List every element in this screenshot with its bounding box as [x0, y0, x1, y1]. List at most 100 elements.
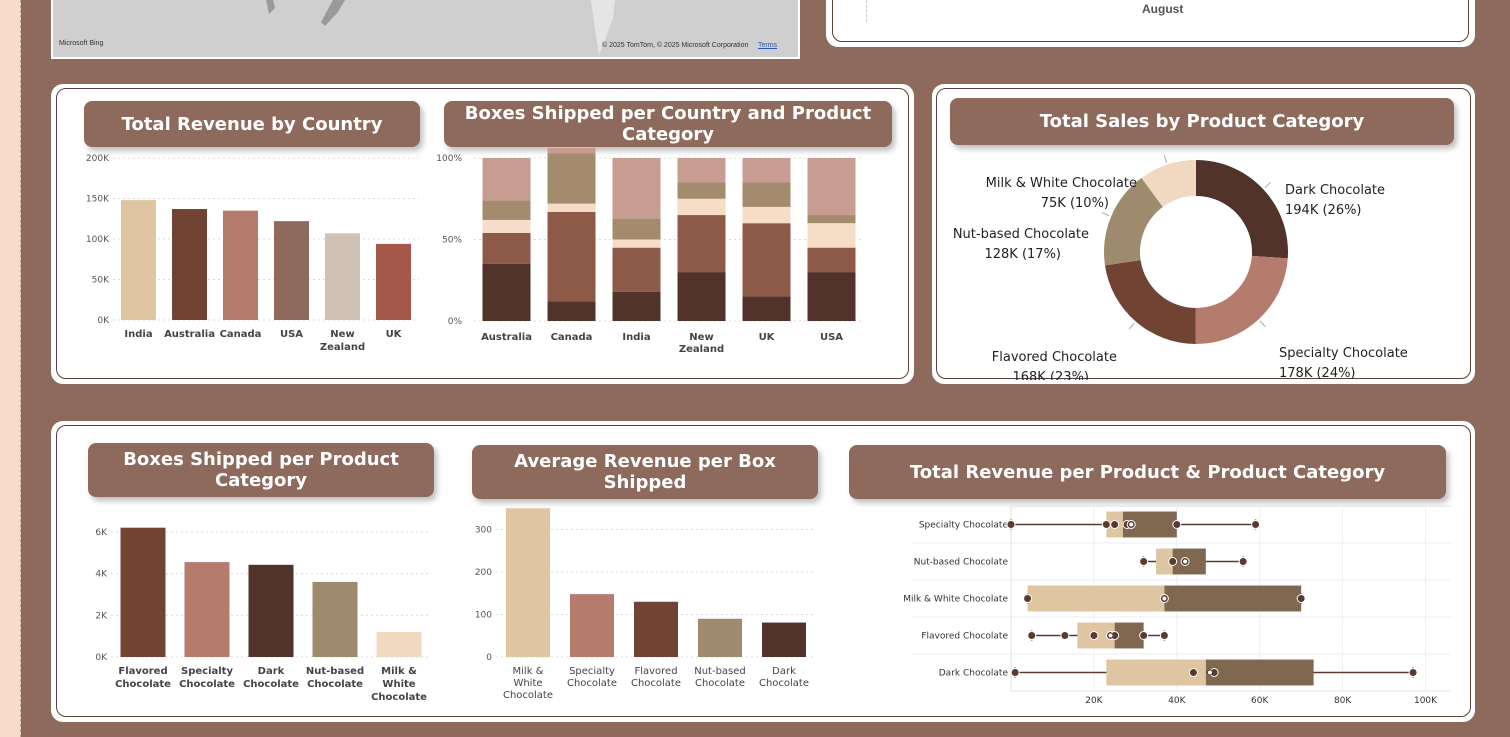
donut-slice-specialty-chocolate[interactable]: [1195, 255, 1288, 344]
y-tick-label: 100%: [436, 154, 462, 164]
product-charts-card: Boxes Shipped per Product Category 0K 2K 4…: [51, 421, 1475, 722]
revenue-by-country-chart[interactable]: 0K 50K 100K 150K 200K India Australia Canada USA…: [75, 148, 425, 378]
bar-india[interactable]: [121, 200, 156, 320]
bar-milk-white-chocolate[interactable]: [506, 508, 550, 657]
stack-segment[interactable]: [612, 158, 661, 219]
boxes-by-category-chart[interactable]: 0K 2K 4K 6K Flavored Chocolate Specialty Chocol…: [81, 501, 441, 711]
stack-segment[interactable]: [547, 211, 596, 302]
data-point[interactable]: [1168, 557, 1178, 566]
bar-new-zealand[interactable]: [325, 233, 360, 320]
donut-slice-flavored-chocolate[interactable]: [1104, 260, 1196, 344]
box-upper[interactable]: [1205, 659, 1314, 686]
stack-segment[interactable]: [612, 239, 661, 248]
donut-slice-milk-white-chocolate[interactable]: [1141, 160, 1196, 207]
bar-specialty-chocolate[interactable]: [184, 562, 230, 657]
data-point[interactable]: [1010, 668, 1020, 677]
data-point[interactable]: [1251, 520, 1261, 529]
data-point[interactable]: [1060, 631, 1070, 640]
x-tick-label: 80K: [1334, 696, 1352, 706]
plot-area: [1010, 505, 1451, 692]
stack-segment[interactable]: [807, 215, 856, 224]
stack-segment[interactable]: [547, 153, 596, 204]
data-point[interactable]: [1110, 520, 1120, 529]
bar-dark-chocolate[interactable]: [762, 622, 806, 657]
stack-segment[interactable]: [807, 223, 856, 248]
bar-flavored-chocolate[interactable]: [120, 527, 166, 657]
stack-segment[interactable]: [807, 158, 856, 216]
stack-segment[interactable]: [677, 158, 726, 183]
donut-slice-dark-chocolate[interactable]: [1196, 160, 1288, 259]
x-tick-label: 40K: [1168, 696, 1186, 706]
bar-flavored-chocolate[interactable]: [634, 601, 678, 657]
stack-segment[interactable]: [612, 218, 661, 240]
stack-segment[interactable]: [612, 247, 661, 292]
data-point[interactable]: [1089, 631, 1099, 640]
bar-specialty-chocolate[interactable]: [570, 594, 614, 657]
stack-segment[interactable]: [742, 182, 791, 207]
data-point[interactable]: [1408, 668, 1418, 677]
stack-segment[interactable]: [677, 198, 726, 216]
box-upper[interactable]: [1114, 622, 1144, 649]
x-tick-label: New: [689, 332, 713, 343]
box-lower[interactable]: [1027, 585, 1165, 612]
stack-segment[interactable]: [482, 263, 531, 321]
leader-line: [1264, 182, 1271, 189]
data-point[interactable]: [1027, 631, 1037, 640]
data-point[interactable]: [1296, 594, 1306, 603]
bar-canada[interactable]: [223, 210, 258, 320]
stack-segment[interactable]: [482, 158, 531, 201]
data-point[interactable]: [1238, 557, 1248, 566]
stack-segment[interactable]: [807, 272, 856, 321]
x-tick-label: Zealand: [679, 344, 724, 355]
stack-segment[interactable]: [742, 223, 791, 297]
data-point[interactable]: [1139, 557, 1149, 566]
revenue-product-category-chart[interactable]: 20K 40K 60K 80K 100K Specialty Chocolate Nut-b…: [851, 501, 1451, 711]
mean-marker: [1182, 558, 1189, 565]
sales-by-category-chart[interactable]: Dark Chocolate 194K (26%) Specialty Chocol…: [932, 150, 1475, 380]
stack-segment[interactable]: [807, 247, 856, 273]
x-tick-label: Australia: [481, 332, 532, 343]
data-point[interactable]: [1101, 520, 1111, 529]
bar-nut-based-chocolate[interactable]: [698, 618, 742, 657]
stack-segment[interactable]: [547, 203, 596, 212]
data-point[interactable]: [1139, 631, 1149, 640]
bar-usa[interactable]: [274, 221, 309, 320]
bar-australia[interactable]: [172, 209, 207, 320]
x-tick-label: Flavored: [118, 666, 167, 677]
bar-nut-based-chocolate[interactable]: [312, 581, 358, 657]
map-visual[interactable]: Microsoft Bing © 2025 TomTom, © 2025 Mic…: [51, 0, 800, 59]
data-point[interactable]: [1023, 594, 1033, 603]
bar-milk-white-chocolate[interactable]: [376, 631, 422, 657]
data-point[interactable]: [1188, 668, 1198, 677]
stack-segment[interactable]: [547, 301, 596, 321]
y-tick-label: 4K: [95, 570, 108, 580]
box-lower[interactable]: [1156, 548, 1173, 575]
stack-segment[interactable]: [742, 206, 791, 224]
bar-uk[interactable]: [376, 243, 411, 320]
data-point[interactable]: [1172, 520, 1182, 529]
map-terms-link[interactable]: Terms: [758, 42, 778, 49]
x-tick-label: White: [382, 679, 415, 690]
stack-segment[interactable]: [547, 148, 596, 154]
x-tick-label: Nut-based: [306, 666, 364, 677]
stack-segment[interactable]: [677, 272, 726, 321]
data-point[interactable]: [1006, 520, 1016, 529]
y-tick-label: 2K: [95, 611, 108, 621]
y-tick-label: 0K: [97, 316, 110, 326]
donut-slice-nut-based-chocolate[interactable]: [1104, 177, 1163, 266]
stack-segment[interactable]: [677, 215, 726, 273]
box-upper[interactable]: [1164, 585, 1302, 612]
x-tick-label: Zealand: [320, 342, 365, 353]
stack-segment[interactable]: [482, 219, 531, 233]
stack-segment[interactable]: [482, 200, 531, 220]
stack-segment[interactable]: [742, 296, 791, 321]
stack-segment[interactable]: [612, 291, 661, 321]
slice-name-label: Dark Chocolate: [1285, 183, 1385, 198]
stack-segment[interactable]: [677, 182, 726, 199]
data-point[interactable]: [1159, 631, 1169, 640]
stack-segment[interactable]: [742, 158, 791, 183]
bar-dark-chocolate[interactable]: [248, 564, 294, 657]
stack-segment[interactable]: [482, 232, 531, 264]
